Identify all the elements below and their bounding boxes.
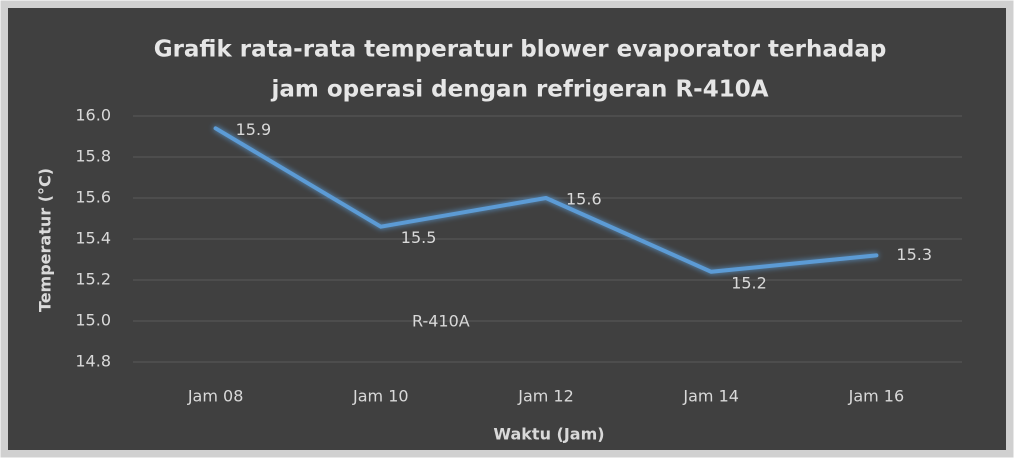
x-tick-label: Jam 12 xyxy=(517,387,574,406)
y-tick-label: 15.2 xyxy=(75,270,111,289)
y-tick-label: 15.0 xyxy=(75,311,111,330)
data-line xyxy=(213,126,879,274)
x-tick-label: Jam 10 xyxy=(352,387,409,406)
chart-title: jam operasi dengan refrigeran R-410A xyxy=(270,77,768,103)
legend-label: R-410A xyxy=(412,312,470,331)
data-label: 15.3 xyxy=(896,245,932,264)
x-axis-title: Waktu (Jam) xyxy=(493,425,604,444)
chart-background xyxy=(8,8,1006,450)
data-label: 15.5 xyxy=(401,228,437,247)
x-tick-label: Jam 08 xyxy=(187,387,244,406)
data-label: 15.2 xyxy=(731,273,767,292)
chart-title: Grafik rata-rata temperatur blower evapo… xyxy=(154,37,887,63)
y-tick-label: 15.4 xyxy=(75,229,111,248)
y-tick-label: 15.6 xyxy=(75,188,111,207)
data-label: 15.9 xyxy=(236,120,272,139)
y-tick-label: 14.8 xyxy=(75,352,111,371)
y-axis-title: Temperatur (°C) xyxy=(36,168,55,312)
y-tick-label: 15.8 xyxy=(75,147,111,166)
data-label: 15.6 xyxy=(566,190,602,209)
x-tick-label: Jam 14 xyxy=(682,387,739,406)
y-tick-label: 16.0 xyxy=(75,106,111,125)
x-tick-label: Jam 16 xyxy=(848,387,905,406)
